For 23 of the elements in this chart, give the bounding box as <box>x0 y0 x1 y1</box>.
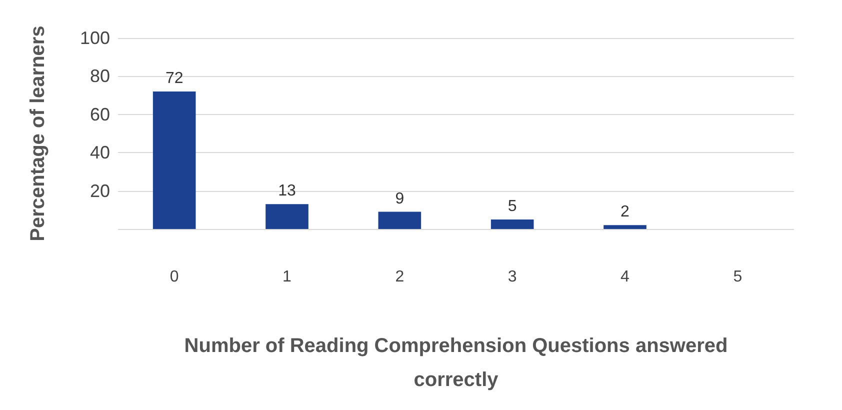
x-tick-label: 1 <box>282 268 292 286</box>
bar <box>490 219 534 229</box>
x-axis-title: Number of Reading Comprehension Questions answered correctly <box>184 335 728 391</box>
y-tick-label: 40 <box>90 142 110 163</box>
bar <box>152 91 196 229</box>
data-label: 13 <box>278 182 296 200</box>
x-tick-label: 3 <box>508 268 517 286</box>
x-tick-label: 4 <box>620 268 630 286</box>
data-label: 72 <box>165 70 184 87</box>
y-axis-title: Percentage of learners <box>27 26 49 242</box>
x-tick-label: 0 <box>170 268 179 286</box>
x-tick-label: 5 <box>733 268 742 286</box>
data-label: 2 <box>620 204 630 221</box>
y-tick-label: 20 <box>90 180 110 201</box>
bar <box>266 204 308 229</box>
x-tick-label: 2 <box>395 268 404 286</box>
bar <box>378 212 422 229</box>
data-label: 5 <box>508 198 517 215</box>
y-tick-label: 80 <box>90 66 110 86</box>
y-tick-label: 100 <box>80 28 110 48</box>
y-tick-label: 60 <box>90 104 110 124</box>
data-label: 9 <box>395 190 404 208</box>
bar <box>604 225 646 229</box>
